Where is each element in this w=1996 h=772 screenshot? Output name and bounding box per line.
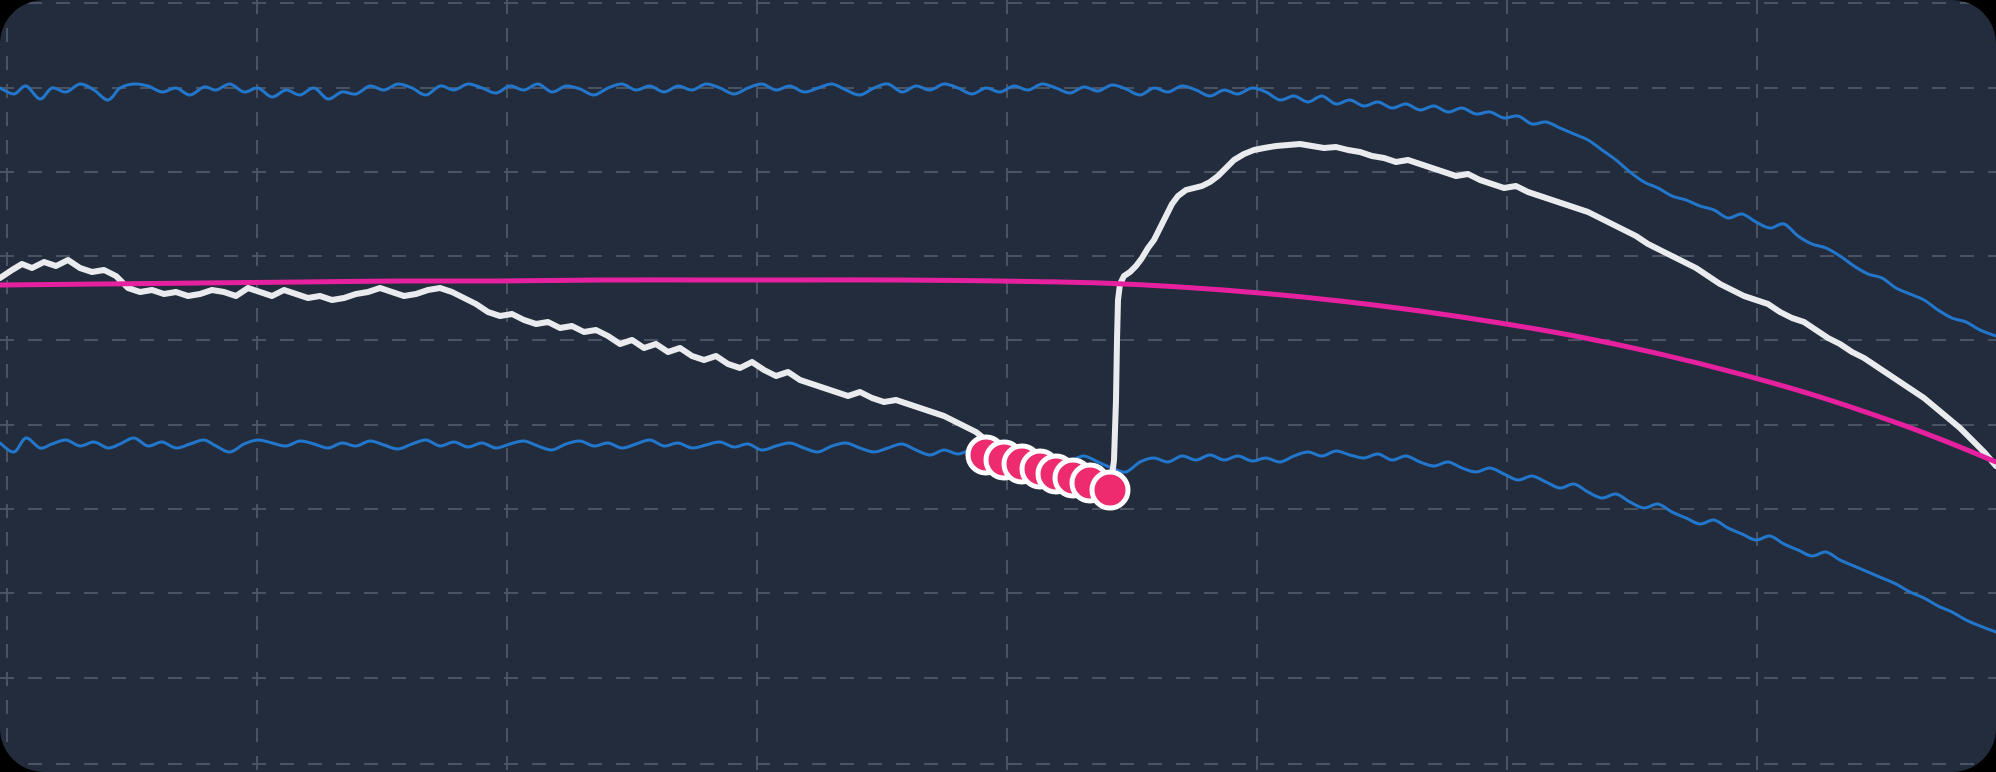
anomaly-marker-7[interactable] (1089, 469, 1131, 511)
vertical-gridlines (6, 0, 1758, 772)
series-line-trend-series (0, 277, 1996, 465)
series-line-upper-band (0, 82, 1996, 338)
series-layer (0, 82, 1996, 634)
anomaly-marker-group[interactable] (965, 434, 1131, 511)
